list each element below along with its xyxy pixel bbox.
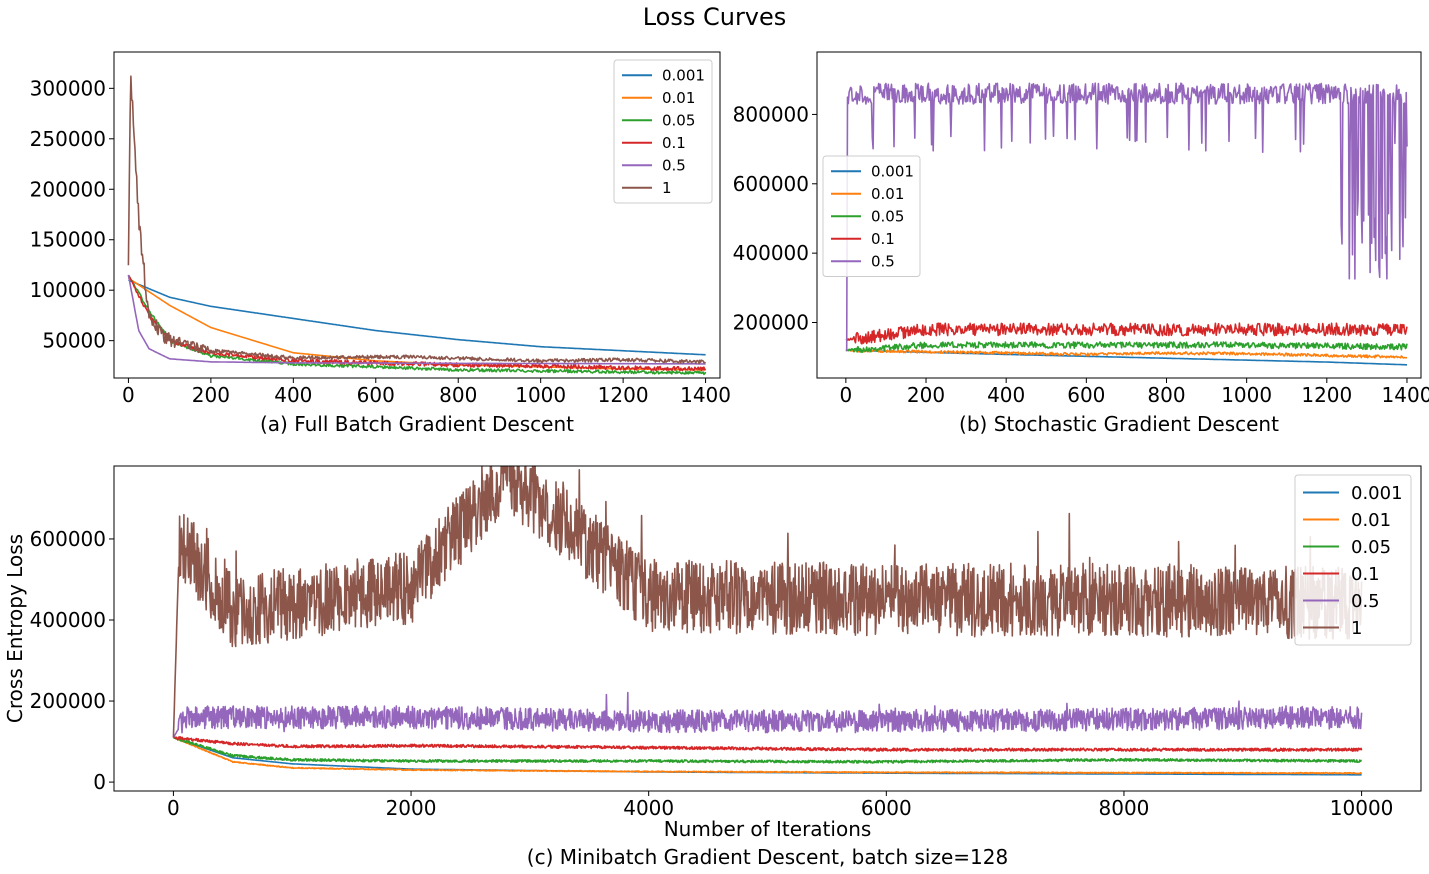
x-tick-label: 1200: [1301, 383, 1352, 407]
legend-label: 0.1: [871, 230, 895, 248]
y-tick-label: 400000: [30, 608, 106, 632]
x-tick-label: 400: [274, 383, 312, 407]
legend-box: [822, 155, 921, 277]
x-tick-label: 6000: [861, 796, 912, 820]
series-line-0-1: [173, 736, 1363, 752]
x-tick-label: 0: [167, 796, 180, 820]
x-tick-label: 600: [1067, 383, 1105, 407]
legend-label: 0.5: [871, 253, 895, 271]
subplot-caption: (c) Minibatch Gradient Descent, batch si…: [527, 845, 1008, 869]
legend-label: 0.01: [871, 185, 904, 203]
x-tick-label: 10000: [1330, 796, 1394, 820]
chart-b: 0 200 400 600 800 1000 1200 1400 200000 400000 600…: [733, 51, 1429, 436]
x-tick-label: 4000: [623, 796, 674, 820]
legend: 0.001 0.01 0.05 0.1 0.5 1: [613, 59, 713, 204]
plot-frame: [113, 51, 721, 379]
legend: 0.001 0.01 0.05 0.1 0.5: [822, 155, 921, 277]
chart-c: 0 2000 4000 6000 8000 10000 0 200000 400000 60000…: [3, 465, 1422, 869]
series-line-0-05: [845, 341, 1408, 354]
legend-label: 0.1: [1351, 564, 1380, 585]
series-line-0-01: [173, 736, 1363, 775]
series-line-0-5: [172, 691, 1363, 738]
x-tick-label: 1000: [515, 383, 566, 407]
x-tick-label: 2000: [386, 796, 437, 820]
y-tick-label: 250000: [30, 127, 106, 151]
y-tick-label: 600000: [30, 527, 106, 551]
x-tick-label: 0: [122, 383, 135, 407]
series-line-0-05: [127, 274, 707, 376]
y-axis-label: Cross Entropy Loss: [3, 534, 27, 723]
legend-label: 0.001: [871, 163, 914, 181]
series-line-1: [127, 75, 706, 365]
legend-box: [613, 59, 713, 204]
legend-box: [1294, 474, 1412, 646]
subplot-caption: (a) Full Batch Gradient Descent: [260, 412, 574, 436]
y-tick-label: 800000: [733, 102, 809, 126]
x-tick-label: 1000: [1221, 383, 1272, 407]
legend-label: 1: [1351, 618, 1362, 639]
x-axis-label: Number of Iterations: [664, 817, 872, 841]
legend-label: 0.01: [662, 89, 695, 107]
y-tick-label: 200000: [30, 689, 106, 713]
legend-label: 0.05: [871, 208, 904, 226]
y-tick-label: 50000: [42, 329, 106, 353]
plot-frame: [113, 465, 1422, 792]
legend-label: 0.001: [662, 67, 705, 85]
series-group: [172, 466, 1363, 776]
x-tick-label: 1200: [598, 383, 649, 407]
plot-frame: [816, 51, 1422, 379]
subplot-caption: (b) Stochastic Gradient Descent: [959, 412, 1279, 436]
y-tick-label: 300000: [30, 76, 106, 100]
x-tick-label: 400: [987, 383, 1025, 407]
figure-title: Loss Curves: [642, 3, 787, 31]
legend-label: 0.05: [1351, 537, 1391, 558]
legend-label: 1: [662, 179, 672, 197]
y-tick-label: 100000: [30, 278, 106, 302]
y-tick-label: 0: [93, 770, 106, 794]
legend-label: 0.05: [662, 112, 695, 130]
y-tick-label: 600000: [733, 172, 809, 196]
x-tick-label: 1400: [680, 383, 731, 407]
x-tick-label: 600: [357, 383, 395, 407]
series-line-0-001: [128, 279, 706, 356]
series-line-0-05: [173, 736, 1362, 764]
legend-label: 0.001: [1351, 483, 1403, 504]
series-line-0-5: [845, 82, 1408, 352]
x-tick-label: 800: [1147, 383, 1185, 407]
series-group: [127, 75, 707, 376]
x-tick-label: 8000: [1099, 796, 1150, 820]
series-line-0-1: [845, 322, 1408, 345]
x-tick-label: 200: [907, 383, 945, 407]
legend-label: 0.5: [662, 157, 686, 175]
series-group: [845, 82, 1408, 366]
legend: 0.001 0.01 0.05 0.1 0.5 1: [1294, 474, 1412, 646]
y-tick-label: 400000: [733, 241, 809, 265]
chart-a: 0 200 400 600 800 1000 1200 1400 50000 100000 1500…: [30, 51, 731, 436]
legend-label: 0.1: [662, 134, 686, 152]
legend-label: 0.01: [1351, 510, 1391, 531]
series-line-0-01: [845, 348, 1408, 359]
y-tick-label: 200000: [30, 177, 106, 201]
legend-label: 0.5: [1351, 591, 1380, 612]
x-tick-label: 0: [839, 383, 852, 407]
series-line-1: [172, 466, 1363, 738]
y-tick-label: 150000: [30, 228, 106, 252]
x-tick-label: 200: [192, 383, 230, 407]
x-tick-label: 1400: [1382, 383, 1429, 407]
series-line-0-5: [127, 274, 706, 365]
x-tick-label: 800: [439, 383, 477, 407]
y-tick-label: 200000: [733, 311, 809, 335]
